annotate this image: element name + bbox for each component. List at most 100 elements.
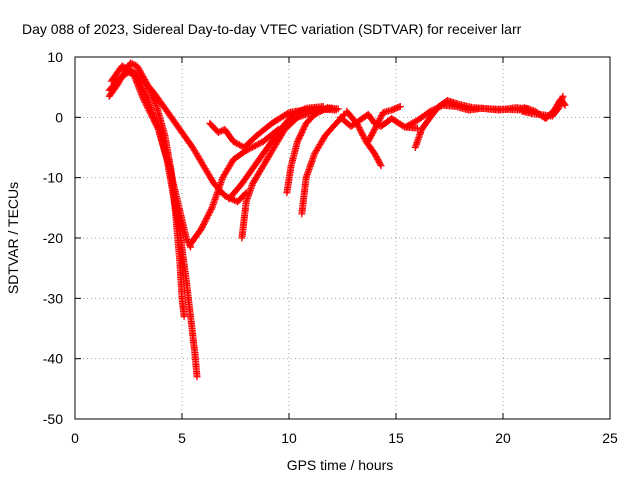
data-point-marker bbox=[147, 110, 155, 118]
data-point-marker bbox=[297, 107, 305, 115]
x-tick-label: 15 bbox=[388, 430, 404, 446]
data-point-marker bbox=[371, 124, 379, 132]
y-tick-label: -40 bbox=[43, 351, 63, 367]
data-point-marker bbox=[372, 122, 380, 130]
data-point-marker bbox=[180, 312, 188, 320]
data-point-marker bbox=[371, 151, 379, 159]
data-point-marker bbox=[373, 121, 381, 129]
data-point-marker bbox=[378, 112, 386, 120]
data-point-marker bbox=[429, 106, 437, 114]
data-point-marker bbox=[252, 142, 260, 150]
y-tick-label: -50 bbox=[43, 411, 63, 427]
data-point-marker bbox=[353, 121, 361, 129]
x-tick-label: 25 bbox=[602, 430, 618, 446]
data-point-marker bbox=[296, 133, 304, 141]
data-point-marker bbox=[433, 104, 441, 112]
data-point-marker bbox=[289, 110, 297, 118]
data-point-marker bbox=[145, 106, 153, 114]
data-point-marker bbox=[297, 130, 305, 138]
data-point-marker bbox=[426, 107, 434, 115]
data-point-marker bbox=[256, 139, 264, 147]
data-point-marker bbox=[250, 142, 258, 150]
data-point-marker bbox=[292, 109, 300, 117]
data-point-marker bbox=[296, 131, 304, 139]
data-point-marker bbox=[151, 119, 159, 127]
data-point-marker bbox=[140, 97, 148, 105]
data-point-marker bbox=[255, 140, 263, 148]
data-point-marker bbox=[294, 137, 302, 145]
x-axis-label: GPS time / hours bbox=[287, 457, 394, 473]
data-point-marker bbox=[198, 223, 206, 231]
data-point-marker bbox=[374, 156, 382, 164]
data-point-marker bbox=[291, 110, 299, 118]
data-point-marker bbox=[371, 125, 379, 133]
data-point-marker bbox=[152, 100, 160, 108]
data-point-marker bbox=[368, 130, 376, 138]
data-point-marker bbox=[354, 122, 362, 130]
data-point-marker bbox=[299, 125, 307, 133]
data-point-marker bbox=[376, 115, 384, 123]
data-point-marker bbox=[298, 128, 306, 136]
data-point-marker bbox=[152, 121, 160, 129]
data-point-marker bbox=[366, 134, 374, 142]
data-point-marker bbox=[144, 105, 152, 113]
data-point-marker bbox=[199, 222, 207, 230]
data-point-marker bbox=[365, 136, 373, 144]
data-point-marker bbox=[139, 95, 147, 103]
data-point-marker bbox=[301, 105, 309, 113]
data-point-marker bbox=[371, 150, 379, 158]
data-point-marker bbox=[367, 131, 375, 139]
data-point-marker bbox=[396, 102, 404, 110]
data-point-marker bbox=[154, 124, 162, 132]
data-point-marker bbox=[147, 111, 155, 119]
data-point-marker bbox=[369, 128, 377, 136]
data-point-marker bbox=[370, 127, 378, 135]
data-point-marker bbox=[367, 133, 375, 141]
data-point-marker bbox=[375, 116, 383, 124]
data-point-marker bbox=[202, 216, 210, 224]
y-tick-label: -20 bbox=[43, 230, 63, 246]
data-point-marker bbox=[428, 107, 436, 115]
data-point-marker bbox=[436, 103, 444, 111]
data-point-marker bbox=[299, 127, 307, 135]
y-tick-label: 10 bbox=[47, 49, 63, 65]
data-point-marker bbox=[295, 134, 303, 142]
data-point-marker bbox=[284, 109, 292, 117]
data-point-marker bbox=[373, 154, 381, 162]
data-point-marker bbox=[200, 220, 208, 228]
data-point-marker bbox=[300, 124, 308, 132]
x-tick-label: 10 bbox=[281, 430, 297, 446]
data-point-marker bbox=[357, 128, 365, 136]
data-point-marker bbox=[253, 141, 261, 149]
data-point-marker bbox=[151, 117, 159, 125]
data-point-marker bbox=[128, 60, 136, 68]
data-point-marker bbox=[182, 234, 190, 242]
data-point-marker bbox=[221, 192, 229, 200]
data-point-marker bbox=[200, 219, 208, 227]
chart-title: Day 088 of 2023, Sidereal Day-to-day VTE… bbox=[22, 21, 522, 37]
data-point-marker bbox=[143, 102, 151, 110]
data-point-marker bbox=[374, 118, 382, 126]
data-point-marker bbox=[203, 214, 211, 222]
data-point-marker bbox=[358, 130, 366, 138]
data-point-marker bbox=[334, 105, 342, 113]
data-point-marker bbox=[206, 208, 214, 216]
data-point-marker bbox=[205, 210, 213, 218]
data-points bbox=[105, 59, 569, 381]
data-point-marker bbox=[193, 373, 201, 381]
data-point-marker bbox=[434, 104, 442, 112]
data-point-marker bbox=[294, 136, 302, 144]
x-tick-label: 0 bbox=[71, 430, 79, 446]
x-tick-label: 5 bbox=[178, 430, 186, 446]
data-point-marker bbox=[248, 143, 256, 151]
data-point-marker bbox=[375, 157, 383, 165]
data-point-marker bbox=[359, 131, 367, 139]
data-point-marker bbox=[197, 225, 205, 233]
data-point-marker bbox=[299, 106, 307, 114]
data-point-marker bbox=[431, 105, 439, 113]
y-axis-label: SDTVAR / TECUs bbox=[5, 182, 21, 294]
data-point-marker bbox=[203, 213, 211, 221]
data-point-marker bbox=[153, 122, 161, 130]
data-point-marker bbox=[150, 116, 158, 124]
